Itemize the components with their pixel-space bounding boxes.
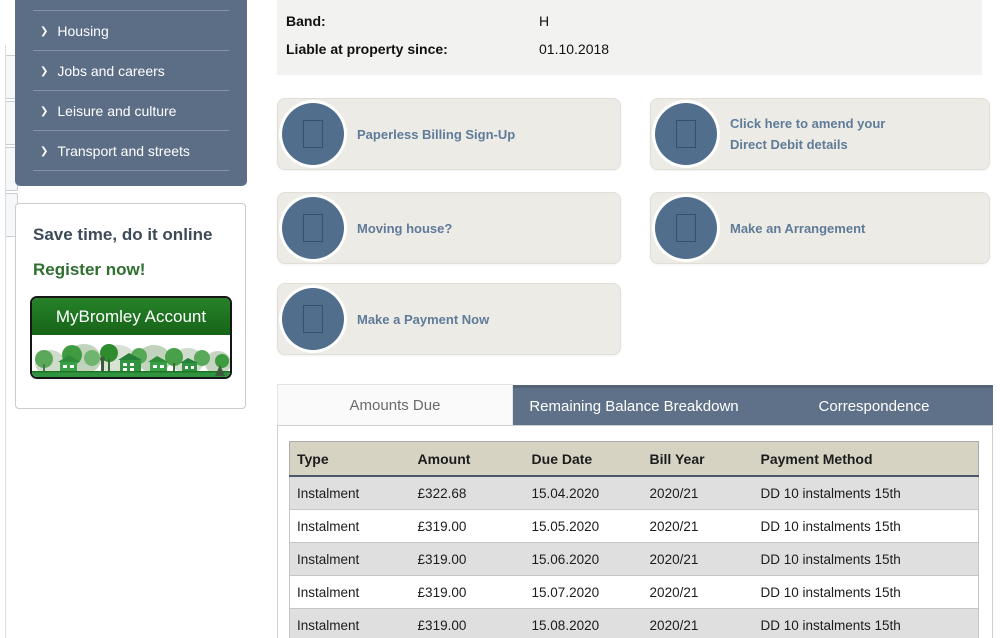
amounts-due-panel: Type Amount Due Date Bill Year Payment M… (277, 425, 993, 638)
mybromley-account-banner[interactable]: MyBromley Account (30, 296, 232, 379)
band-label: Band: (286, 13, 326, 29)
tab-correspondence[interactable]: Correspondence (755, 388, 993, 425)
payment-icon (282, 288, 344, 350)
cell-bill-year: 2020/21 (643, 543, 754, 576)
paperless-billing-icon (282, 103, 344, 165)
register-now-link[interactable]: Register now! (33, 260, 245, 280)
direct-debit-icon (655, 103, 717, 165)
document-icon (303, 120, 323, 148)
chevron-right-icon: ❯ (40, 146, 48, 157)
liable-since-value: 01.10.2018 (539, 41, 609, 57)
account-info-box: Band: H Liable at property since: 01.10.… (277, 0, 982, 75)
cell-bill-year: 2020/21 (643, 510, 754, 543)
button-label: Make a Payment Now (357, 309, 489, 330)
arrangement-icon (655, 197, 717, 259)
document-icon (676, 120, 696, 148)
col-header-type: Type (290, 442, 411, 477)
band-value: H (539, 13, 549, 29)
table-row: Instalment £319.00 15.05.2020 2020/21 DD… (290, 510, 979, 543)
band-row: Band: H (286, 13, 326, 29)
button-label: Paperless Billing Sign-Up (357, 124, 515, 145)
moving-house-button[interactable]: Moving house? (277, 192, 621, 264)
table-row: Instalment £319.00 15.07.2020 2020/21 DD… (290, 576, 979, 609)
cell-due-date: 15.07.2020 (525, 576, 643, 609)
cell-bill-year: 2020/21 (643, 576, 754, 609)
col-header-amount: Amount (411, 442, 525, 477)
button-label-line2: Direct Debit details (730, 134, 885, 155)
liable-since-label: Liable at property since: (286, 41, 448, 57)
tab-remaining-balance-breakdown[interactable]: Remaining Balance Breakdown (513, 388, 755, 425)
sidebar-item-leisure-and-culture[interactable]: ❯ Leisure and culture (15, 91, 247, 130)
sidebar-item-housing[interactable]: ❯ Housing (15, 11, 247, 50)
document-icon (676, 214, 696, 242)
col-header-bill-year: Bill Year (643, 442, 754, 477)
cell-amount: £319.00 (411, 543, 525, 576)
table-row: Instalment £319.00 15.08.2020 2020/21 DD… (290, 609, 979, 638)
table-row: Instalment £322.68 15.04.2020 2020/21 DD… (290, 476, 979, 510)
paperless-billing-button[interactable]: Paperless Billing Sign-Up (277, 98, 621, 170)
make-arrangement-button[interactable]: Make an Arrangement (650, 192, 990, 264)
table-row: Instalment £319.00 15.06.2020 2020/21 DD… (290, 543, 979, 576)
cell-amount: £319.00 (411, 609, 525, 638)
cell-due-date: 15.04.2020 (525, 476, 643, 510)
banner-title: MyBromley Account (32, 298, 230, 335)
cell-payment-method: DD 10 instalments 15th (754, 576, 979, 609)
cell-bill-year: 2020/21 (643, 476, 754, 510)
col-header-due-date: Due Date (525, 442, 643, 477)
cell-amount: £319.00 (411, 576, 525, 609)
sidebar-item-label: Leisure and culture (57, 103, 176, 119)
button-label: Make an Arrangement (730, 218, 865, 239)
sidebar-item-label: Jobs and careers (57, 63, 164, 79)
cell-type: Instalment (290, 609, 411, 638)
sidebar-item-label: Housing (57, 23, 108, 39)
table-header-row: Type Amount Due Date Bill Year Payment M… (290, 442, 979, 477)
sidebar-divider (33, 170, 229, 171)
liable-since-row: Liable at property since: 01.10.2018 (286, 41, 448, 57)
document-icon (303, 214, 323, 242)
amounts-due-table: Type Amount Due Date Bill Year Payment M… (289, 441, 979, 638)
cell-type: Instalment (290, 476, 411, 510)
cell-amount: £322.68 (411, 476, 525, 510)
button-label: Moving house? (357, 218, 452, 239)
cell-payment-method: DD 10 instalments 15th (754, 476, 979, 510)
houses-trees-illustration (32, 335, 230, 377)
cell-due-date: 15.06.2020 (525, 543, 643, 576)
sidebar-item-jobs-and-careers[interactable]: ❯ Jobs and careers (15, 51, 247, 90)
chevron-right-icon: ❯ (40, 66, 48, 77)
moving-house-icon (282, 197, 344, 259)
cell-type: Instalment (290, 510, 411, 543)
tab-strip: Remaining Balance Breakdown Corresponden… (513, 385, 993, 425)
chevron-right-icon: ❯ (40, 26, 48, 37)
bromley-council-tax-page: ❯ Housing ❯ Jobs and careers ❯ Leisure a… (0, 0, 1000, 638)
cell-type: Instalment (290, 576, 411, 609)
tab-amounts-due[interactable]: Amounts Due (277, 384, 513, 425)
cell-bill-year: 2020/21 (643, 609, 754, 638)
cell-payment-method: DD 10 instalments 15th (754, 543, 979, 576)
sidebar-item-label: Transport and streets (57, 143, 190, 159)
make-payment-button[interactable]: Make a Payment Now (277, 283, 621, 355)
cell-type: Instalment (290, 543, 411, 576)
cell-due-date: 15.05.2020 (525, 510, 643, 543)
button-label-line1: Click here to amend your (730, 113, 885, 134)
chevron-right-icon: ❯ (40, 106, 48, 117)
sidebar-item-transport-and-streets[interactable]: ❯ Transport and streets (15, 131, 247, 170)
cell-due-date: 15.08.2020 (525, 609, 643, 638)
cell-payment-method: DD 10 instalments 15th (754, 510, 979, 543)
register-promo-box: Save time, do it online Register now! My… (15, 203, 246, 409)
amend-direct-debit-button[interactable]: Click here to amend your Direct Debit de… (650, 98, 990, 170)
document-icon (303, 305, 323, 333)
sidebar-nav: ❯ Housing ❯ Jobs and careers ❯ Leisure a… (15, 0, 247, 186)
cell-amount: £319.00 (411, 510, 525, 543)
cell-payment-method: DD 10 instalments 15th (754, 609, 979, 638)
col-header-payment-method: Payment Method (754, 442, 979, 477)
promo-title: Save time, do it online (33, 225, 245, 245)
